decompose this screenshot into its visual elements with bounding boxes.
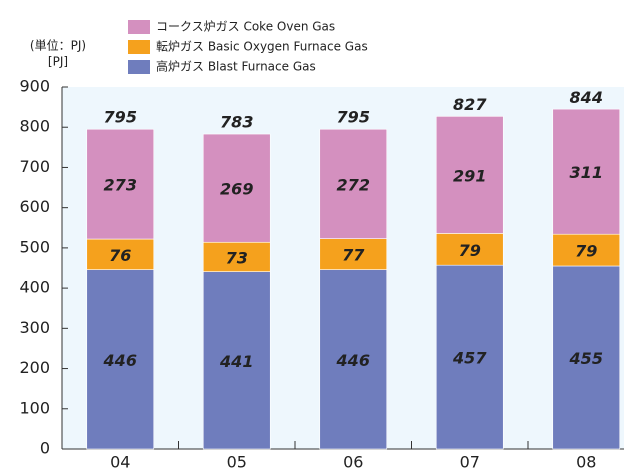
y-axis-label: [PJ] [48,55,68,69]
bar-segment [202,271,271,450]
bar-segment [86,128,155,240]
legend-swatch [128,60,150,74]
total-label: 795 [104,108,137,127]
y-tick-label: 0 [40,439,50,458]
data-label: 457 [452,349,487,368]
legend-label: 転炉ガス Basic Oxygen Furnace Gas [156,40,368,54]
data-label: 79 [459,241,481,260]
legend-label: 高炉ガス Blast Furnace Gas [156,59,316,74]
y-tick-label: 400 [19,278,50,297]
data-label: 291 [453,166,486,185]
legend-label: コークス炉ガス Coke Oven Gas [156,20,335,34]
y-tick-label: 900 [19,77,50,96]
y-tick-label: 100 [19,398,50,417]
data-label: 272 [337,175,370,194]
bar-segment [552,233,621,267]
data-label: 455 [569,349,603,368]
bar-segment [552,265,621,450]
data-label: 269 [220,180,253,199]
y-tick-label: 800 [19,117,50,136]
data-label: 446 [336,351,370,370]
x-tick-label: 08 [576,453,596,469]
bar-segment [552,108,621,235]
legend-swatch [128,20,150,34]
y-tick-label: 300 [19,318,50,337]
bar-segment [86,238,155,270]
bar-segment [319,128,388,239]
x-tick-label: 07 [460,453,480,469]
y-tick-label: 200 [19,358,50,377]
data-label: 76 [109,246,131,265]
bar-segment [435,116,504,234]
data-label: 446 [103,351,137,370]
total-label: 783 [220,113,253,132]
bar-segment [435,233,504,266]
total-label: 795 [337,108,370,127]
bar-segment [86,269,155,450]
bar-segment [319,238,388,270]
legend-swatch [128,40,150,54]
data-label: 73 [226,248,248,267]
total-label: 844 [570,88,603,107]
total-label: 827 [453,95,487,114]
bar-segment [202,241,271,272]
data-label: 441 [219,352,253,371]
unit-label: (単位：PJ) [30,38,86,53]
x-tick-label: 05 [227,453,247,469]
x-tick-label: 04 [110,453,130,469]
bar-segment [202,133,271,243]
data-label: 77 [342,246,365,265]
data-label: 273 [104,176,137,195]
y-tick-label: 700 [19,157,50,176]
data-label: 79 [575,242,597,261]
y-tick-label: 600 [19,197,50,216]
data-label: 311 [570,163,603,182]
x-tick-label: 06 [343,453,363,469]
y-tick-label: 500 [19,237,50,256]
bar-segment [435,264,504,450]
